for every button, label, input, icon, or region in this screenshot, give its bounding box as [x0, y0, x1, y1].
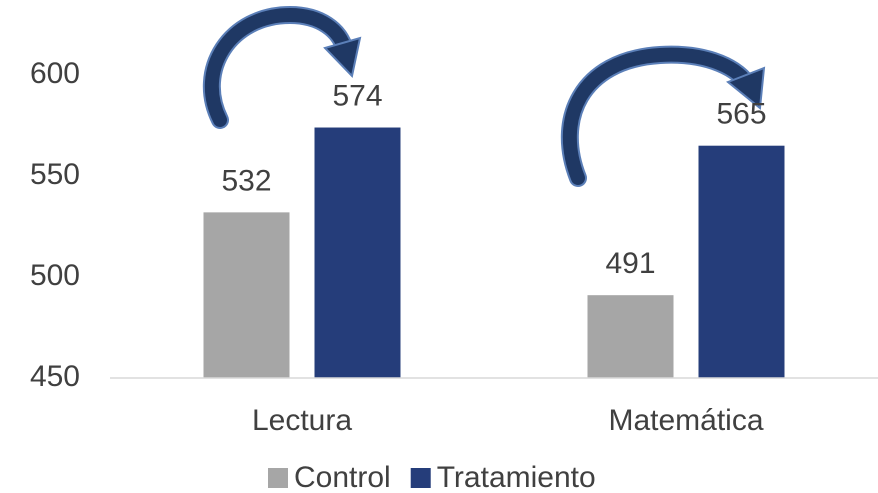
- bar: [314, 127, 401, 379]
- legend-label: Control: [294, 461, 391, 493]
- legend-swatch: [268, 468, 288, 488]
- bar: [698, 145, 785, 378]
- data-label: 565: [716, 98, 766, 131]
- y-tick-label: 550: [30, 158, 80, 191]
- legend-swatch: [410, 468, 431, 488]
- arrow: [204, 7, 352, 127]
- data-label: 532: [221, 164, 271, 197]
- y-tick-label: 600: [30, 57, 80, 90]
- legend-label: Tratamiento: [437, 461, 596, 493]
- arrow: [562, 47, 755, 185]
- x-tick-label: Matemática: [608, 404, 763, 437]
- decorative-arrows: [202, 5, 766, 187]
- data-label: 574: [332, 79, 382, 112]
- y-tick-label: 500: [30, 259, 80, 292]
- bar: [587, 295, 674, 378]
- x-tick-label: Lectura: [252, 404, 352, 437]
- y-tick-label: 450: [30, 360, 80, 393]
- bar: [203, 212, 290, 378]
- arrowhead: [323, 36, 362, 79]
- arrowhead: [726, 66, 766, 110]
- data-label: 491: [605, 247, 655, 280]
